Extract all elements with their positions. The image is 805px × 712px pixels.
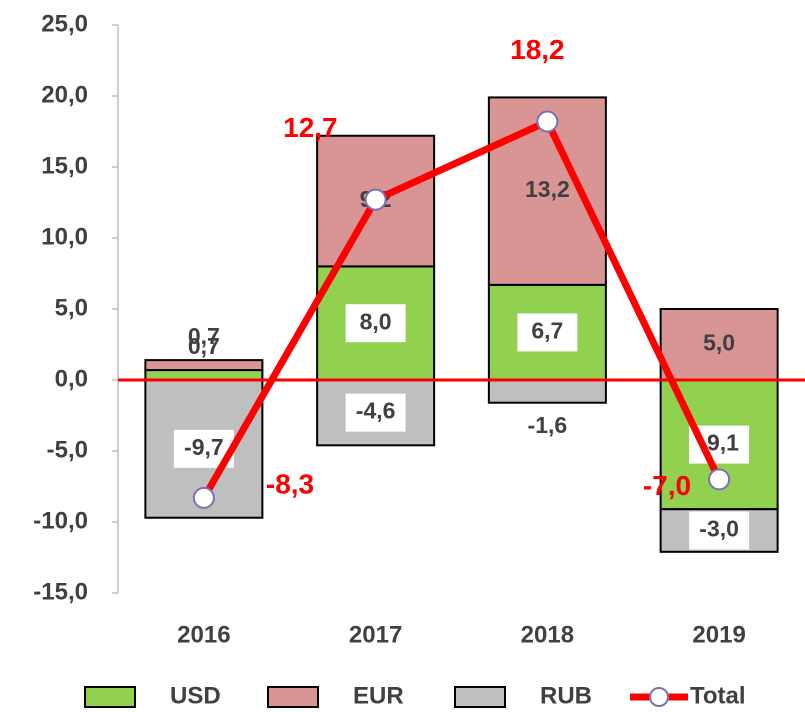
x-tick-label: 2017: [349, 621, 402, 648]
y-tick-label: 10,0: [41, 223, 88, 250]
total-marker: [536, 110, 559, 133]
total-label: 12,7: [283, 112, 338, 143]
legend-marker: [649, 687, 669, 707]
label-box: [345, 304, 406, 343]
data-label: 0,7: [188, 333, 220, 359]
y-tick-label: 0,0: [55, 365, 88, 392]
data-label: -4,6: [356, 398, 396, 424]
data-label: 8,0: [360, 308, 392, 334]
data-label: 5,0: [703, 330, 735, 356]
legend-swatch: [267, 686, 319, 708]
total-marker: [192, 486, 215, 509]
y-tick-label: 15,0: [41, 152, 88, 179]
legend-label: Total: [690, 682, 746, 709]
total-marker: [708, 468, 731, 491]
bar-segment: [659, 308, 779, 381]
x-tick-label: 2016: [177, 621, 230, 648]
legend-label: USD: [170, 682, 221, 709]
bar-segment: [487, 379, 607, 404]
y-tick-label: 5,0: [55, 294, 88, 321]
total-marker: [364, 188, 387, 211]
legend-swatch: [454, 686, 506, 708]
legend-label: RUB: [540, 682, 592, 709]
x-tick-label: 2018: [521, 621, 574, 648]
data-label: 0,7: [188, 323, 220, 349]
y-tick-label: 20,0: [41, 81, 88, 108]
y-tick-label: -10,0: [33, 507, 88, 534]
bar-segment: [144, 359, 264, 372]
y-tick-label: -5,0: [47, 436, 88, 463]
total-label: -7,0: [643, 470, 691, 501]
data-label: 13,2: [525, 176, 570, 202]
data-label: 6,7: [531, 318, 563, 344]
total-label: -8,3: [266, 468, 314, 499]
y-tick-label: -15,0: [33, 578, 88, 605]
label-box: [345, 393, 406, 432]
y-tick-label: 25,0: [41, 10, 88, 37]
data-label: -1,6: [528, 412, 568, 438]
data-label: -9,7: [184, 434, 224, 460]
label-box: [517, 313, 578, 352]
data-label: -3,0: [699, 516, 739, 542]
legend-swatch: [84, 686, 136, 708]
total-line: [200, 118, 723, 500]
x-tick-label: 2019: [692, 621, 745, 648]
total-label: 18,2: [510, 34, 565, 65]
legend-label: EUR: [353, 682, 404, 709]
label-box: [689, 511, 750, 550]
